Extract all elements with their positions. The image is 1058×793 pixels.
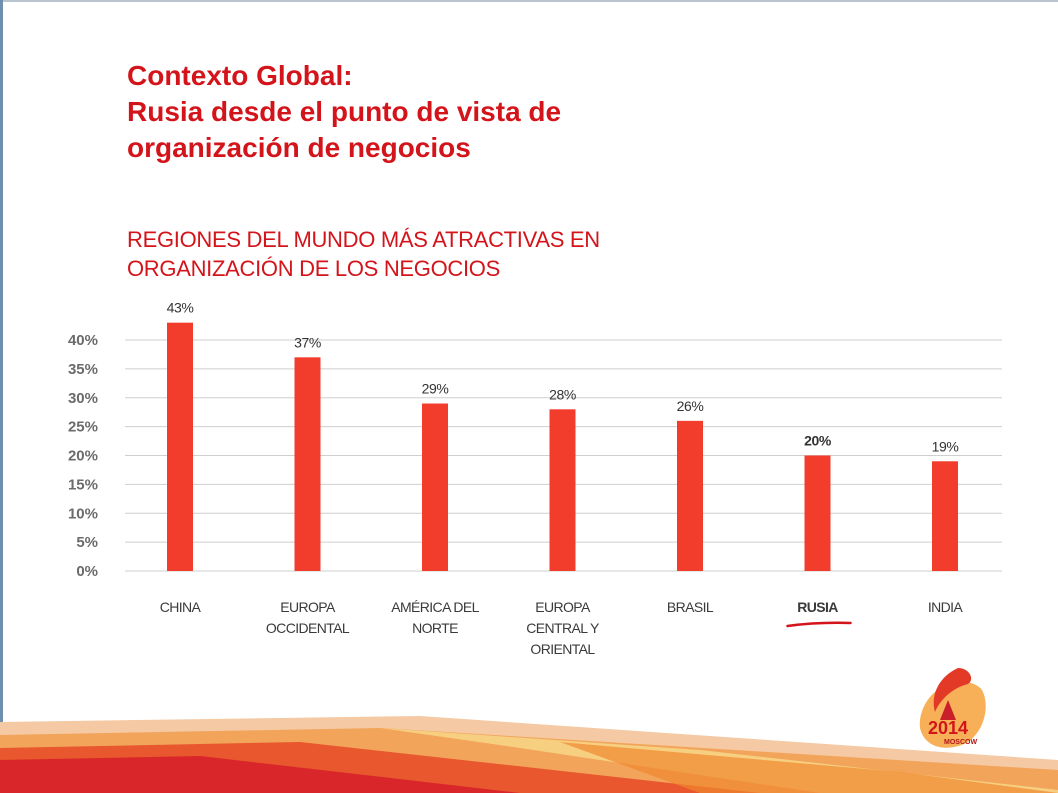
category-label-line: EUROPA xyxy=(535,599,591,615)
y-tick-label: 40% xyxy=(68,332,98,349)
category-label: BRASIL xyxy=(667,599,714,615)
sochi-2014-moscow-logo: 2014 MOSCOW xyxy=(919,668,986,748)
category-label-line: BRASIL xyxy=(667,599,714,615)
category-label-line: OCCIDENTAL xyxy=(266,620,350,636)
logo-city: MOSCOW xyxy=(944,739,977,746)
data-label: 19% xyxy=(932,438,959,454)
y-tick-label: 0% xyxy=(76,563,98,580)
y-axis-ticks: 0% 5% 10% 15% 20% 25% 30% 35% 40% xyxy=(68,332,98,580)
category-label: RUSIA xyxy=(797,599,838,615)
bar xyxy=(804,455,831,571)
data-labels: 43% 37% 29% 28% 26% 20% 19% xyxy=(167,300,959,455)
category-label-line: CENTRAL Y xyxy=(526,620,600,636)
logo-year: 2014 xyxy=(928,718,968,738)
subtitle-line-2: ORGANIZACIÓN DE LOS NEGOCIOS xyxy=(127,256,500,281)
category-label: INDIA xyxy=(928,599,964,615)
category-label-line: ORIENTAL xyxy=(530,641,595,657)
bar xyxy=(932,461,958,571)
y-tick-label: 25% xyxy=(68,419,98,436)
category-label: EUROPA CENTRAL Y ORIENTAL xyxy=(526,599,600,657)
bar xyxy=(677,420,703,571)
category-label-line: CHINA xyxy=(160,599,202,615)
bar xyxy=(167,322,193,571)
y-tick-label: 10% xyxy=(68,505,98,522)
subtitle-line-1: REGIONES DEL MUNDO MÁS ATRACTIVAS EN xyxy=(127,227,600,252)
y-tick-label: 5% xyxy=(76,534,98,551)
category-label-line: RUSIA xyxy=(797,599,838,615)
data-label: 28% xyxy=(549,386,576,402)
category-label: AMÉRICA DEL NORTE xyxy=(391,599,479,636)
category-label-line: NORTE xyxy=(412,620,458,636)
data-label: 29% xyxy=(422,381,449,397)
highlight-underline xyxy=(786,621,852,628)
category-labels: CHINA EUROPA OCCIDENTAL AMÉRICA DEL NORTE EUR… xyxy=(160,599,964,657)
bars xyxy=(167,322,958,571)
slide-title: Contexto Global: Rusia desde el punto de… xyxy=(127,58,827,166)
data-label: 37% xyxy=(294,334,321,350)
bar xyxy=(422,403,448,571)
slide-top-edge xyxy=(0,0,1058,2)
y-tick-label: 15% xyxy=(68,476,98,493)
decorative-swoosh xyxy=(0,716,1058,793)
data-label: 20% xyxy=(804,433,832,449)
category-label-line: INDIA xyxy=(928,599,964,615)
bar xyxy=(549,409,576,571)
y-tick-label: 35% xyxy=(68,361,98,378)
y-tick-label: 30% xyxy=(68,390,98,407)
y-tick-label: 20% xyxy=(68,448,98,465)
category-label: CHINA xyxy=(160,599,202,615)
slide-left-edge xyxy=(0,0,3,793)
title-line-1: Contexto Global: xyxy=(127,60,353,91)
title-line-2: Rusia desde el punto de vista de xyxy=(127,96,562,127)
data-label: 26% xyxy=(677,398,704,414)
category-label: EUROPA OCCIDENTAL xyxy=(266,599,350,636)
bar xyxy=(294,357,321,571)
title-line-3: organización de negocios xyxy=(127,132,471,163)
chart-subtitle: REGIONES DEL MUNDO MÁS ATRACTIVAS EN ORG… xyxy=(127,225,827,283)
category-label-line: AMÉRICA DEL xyxy=(391,599,479,615)
category-label-line: EUROPA xyxy=(280,599,336,615)
data-label: 43% xyxy=(167,300,194,316)
